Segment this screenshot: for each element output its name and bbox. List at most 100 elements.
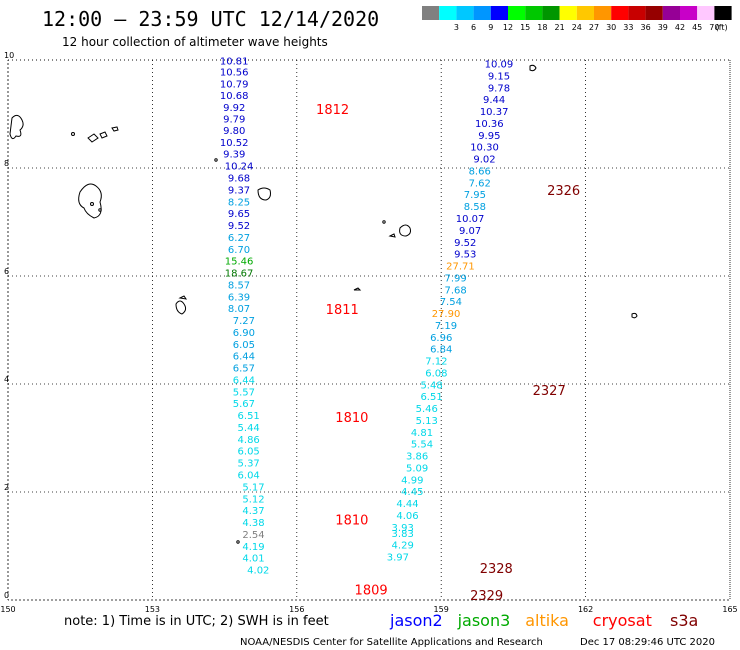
wave-height-value: 5.54 [411,440,433,451]
wave-height-value: 5.12 [242,494,264,505]
lon-tick-label: 156 [289,605,304,614]
coastlines [9,64,638,544]
wave-height-value: 6.04 [238,471,260,482]
island-outline [353,287,362,291]
legend-tick-label: 21 [555,23,565,32]
legend-swatch [439,6,457,20]
wave-height-value: 4.86 [238,435,260,446]
wave-height-value: 8.66 [469,166,491,177]
legend-tick-label: 39 [658,23,668,32]
wave-height-value: 5.09 [406,463,428,474]
wave-height-value: 5.37 [238,459,260,470]
island-outline [631,312,638,319]
legend-tick-label: 42 [675,23,685,32]
satellite-name: jason2 [389,611,443,630]
wave-height-value: 9.02 [473,155,495,166]
wave-height-value: 9.68 [228,174,250,185]
satellite-name: jason3 [457,611,511,630]
legend-tick-label: 30 [606,23,616,32]
lat-tick-label: 0 [4,591,9,600]
pass-labels: 1812 1811 1810 1810 1809 2326 2327 2328 2329 [316,103,580,604]
pass-number-label: 1810 [335,513,368,528]
wave-height-value: 27.90 [432,309,461,320]
legend-swatch [628,6,646,20]
legend-tick-label: 33 [623,23,633,32]
legend-tick-label: 45 [692,23,702,32]
legend-swatch [508,6,526,20]
wave-height-value: 10.81 [220,56,249,67]
pass-number-label: 2329 [470,589,503,604]
wave-height-value: 6.96 [430,333,452,344]
wave-height-value: 10.07 [456,214,485,225]
wave-height-value: 6.57 [233,364,255,375]
satellite-name: s3a [670,611,698,630]
wave-height-value: 9.52 [454,238,476,249]
footer-credit: NOAA/NESDIS Center for Satellite Applica… [240,637,543,648]
wave-height-value: 9.78 [488,83,510,94]
wave-height-value: 6.51 [420,392,442,403]
legend-swatch [576,6,594,20]
legend-tick-label: 24 [572,23,582,32]
wave-height-value: 4.45 [401,487,423,498]
wave-height-value: 18.67 [225,269,254,280]
legend-tick-label: 9 [488,23,493,32]
wave-height-value: 4.37 [242,506,264,517]
wave-height-value: 4.19 [242,542,264,553]
wave-height-value: 4.01 [242,554,264,565]
footer-timestamp: Dec 17 08:29:46 UTC 2020 [580,637,715,648]
wave-height-value: 9.37 [228,185,250,196]
legend-swatch [422,6,440,20]
wave-height-value: 7.54 [440,297,462,308]
legend-swatch [456,6,474,20]
wave-height-value: 4.81 [411,428,433,439]
wave-height-value: 9.80 [223,126,245,137]
wave-height-value: 7.99 [445,273,467,284]
legend-swatch [680,6,698,20]
wave-height-value: 7.27 [233,316,255,327]
island-outline [236,540,240,544]
altimeter-tracks: 10.8110.5610.7910.689.929.799.8010.529.3… [220,56,513,576]
island-outline [90,202,94,206]
wave-height-value: 10.79 [220,80,249,91]
wave-height-value: 5.44 [238,423,260,434]
legend-swatch [490,6,508,20]
wave-height-value: 9.95 [478,131,500,142]
wave-height-value: 3.93 [392,523,414,534]
wave-height-value: 9.79 [223,115,245,126]
wave-height-value: 6.84 [430,345,452,356]
island-outline [382,220,386,224]
island-outline [98,208,102,212]
wave-height-value: 6.51 [238,411,260,422]
wave-height-value: 10.56 [220,68,249,79]
wave-height-value: 6.44 [233,352,255,363]
wave-height-value: 6.05 [238,447,260,458]
footer-note: note: 1) Time is in UTC; 2) SWH is in fe… [64,614,329,629]
satellite-legend: jason2 jason3 altika cryosat s3a [389,611,698,630]
wave-height-value: 10.36 [475,119,504,130]
wave-height-value: 10.30 [470,143,499,154]
lat-tick-label: 2 [4,483,9,492]
color-legend: 3 6 9 12 15 18 21 24 27 30 33 36 39 42 45 70(ft) [422,6,732,32]
wave-height-value: 4.99 [401,475,423,486]
legend-swatch [559,6,577,20]
wave-height-value: 8.58 [464,202,486,213]
wave-height-value: 5.67 [233,399,255,410]
pass-number-label: 2327 [533,384,566,399]
wave-height-value: 10.68 [220,91,249,102]
legend-unit: (ft) [716,23,728,32]
lat-tick-label: 4 [4,375,9,384]
lat-tick-label: 10 [4,51,14,60]
wave-height-value: 10.24 [225,162,254,173]
wave-height-value: 7.12 [425,357,447,368]
wave-height-value: 6.08 [425,368,447,379]
wave-height-value: 2.54 [242,530,264,541]
pass-number-label: 1810 [335,411,368,426]
wave-height-value: 4.06 [396,511,418,522]
pass-number-label: 2326 [547,184,580,199]
wave-height-value: 8.25 [228,197,250,208]
island-outline [257,187,271,201]
legend-swatch [645,6,663,20]
legend-swatch [542,6,560,20]
legend-swatch [662,6,680,20]
pass-number-label: 1809 [355,584,388,599]
